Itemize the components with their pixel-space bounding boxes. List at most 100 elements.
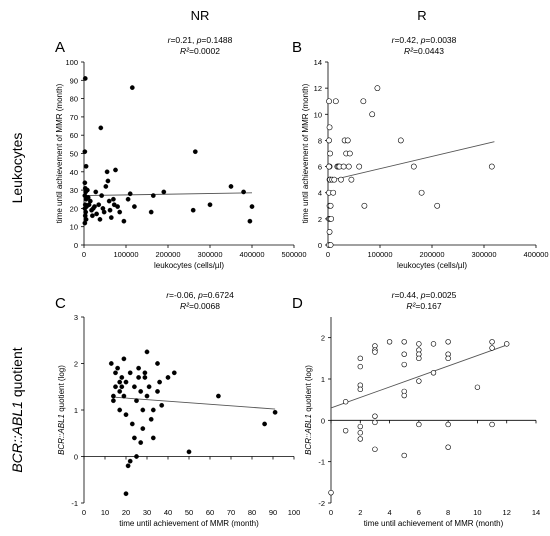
data-point — [171, 370, 177, 376]
x-tick-label: 10 — [473, 508, 481, 517]
x-tick-label: 400000 — [523, 250, 548, 259]
stats-r-squared: R²=0.0443 — [404, 46, 444, 56]
data-point — [108, 215, 114, 220]
data-point — [445, 355, 451, 362]
x-tick-label: 90 — [269, 508, 277, 517]
y-axis-label: time until achievement of MMR (month) — [301, 83, 310, 223]
data-point — [327, 202, 334, 209]
stats-correlation: r=0.42, p=0.0038 — [392, 35, 457, 45]
data-point — [445, 444, 451, 450]
data-point — [372, 446, 378, 452]
data-point — [326, 98, 332, 105]
data-point — [190, 207, 196, 213]
x-axis-label: leukocytes (cells/µl) — [397, 261, 467, 270]
data-point — [401, 392, 407, 399]
y-tick-label: 20 — [70, 204, 78, 213]
x-tick-label: 8 — [446, 508, 450, 517]
data-point — [192, 149, 198, 155]
data-point — [123, 412, 129, 417]
data-point — [504, 341, 510, 347]
y-tick-label: 4 — [318, 189, 322, 198]
x-tick-label: 30 — [143, 508, 151, 517]
data-point — [123, 491, 129, 497]
data-point — [272, 409, 278, 415]
data-point — [97, 217, 103, 222]
y-axis-label: time until achievement of MMR (month) — [55, 83, 64, 223]
panel-letter: B — [292, 39, 302, 56]
panel-letter: D — [292, 295, 303, 312]
trend-line — [83, 192, 253, 197]
data-point — [401, 361, 407, 368]
data-point — [83, 163, 89, 169]
x-tick-label: 6 — [417, 508, 421, 517]
data-point — [186, 449, 192, 455]
data-point — [357, 436, 363, 442]
data-point — [119, 384, 125, 390]
x-axis-label: time until achievement of MMR (month) — [119, 519, 259, 528]
data-point — [113, 167, 118, 173]
data-point — [96, 202, 102, 208]
y-tick-label: 60 — [70, 131, 78, 140]
data-point — [357, 386, 363, 393]
x-tick-label: 2 — [358, 508, 362, 517]
data-point — [82, 180, 88, 186]
data-point — [144, 349, 150, 355]
data-point — [369, 111, 376, 118]
data-point — [129, 421, 135, 427]
data-point — [418, 189, 425, 196]
y-tick-label: 6 — [318, 163, 322, 172]
y-tick-label: 3 — [74, 313, 78, 322]
panel-letter: A — [55, 39, 65, 56]
data-point — [140, 407, 146, 413]
data-point — [108, 361, 114, 366]
data-point — [356, 163, 363, 170]
data-point — [372, 349, 378, 355]
data-point — [111, 196, 116, 202]
data-point — [85, 195, 91, 200]
y-tick-label: 90 — [70, 76, 78, 85]
y-tick-label: 70 — [70, 113, 78, 122]
x-tick-label: 0 — [82, 250, 86, 259]
data-point — [357, 430, 363, 436]
data-point — [338, 176, 344, 183]
data-point — [346, 150, 353, 157]
data-point — [262, 421, 267, 427]
data-point — [326, 163, 332, 170]
data-point — [161, 189, 167, 195]
data-point — [372, 413, 378, 419]
x-tick-label: 300000 — [471, 250, 496, 259]
y-tick-label: 10 — [314, 110, 322, 119]
y-axis-label: BCR::ABL1 quotient (log) — [57, 365, 66, 455]
data-point — [401, 339, 407, 345]
data-point — [132, 384, 137, 390]
data-point — [345, 163, 352, 170]
data-point — [372, 419, 378, 426]
y-tick-label: 80 — [70, 95, 78, 104]
data-point — [445, 421, 451, 428]
data-point — [142, 375, 148, 380]
data-point — [328, 215, 335, 222]
x-tick-label: 200000 — [419, 250, 444, 259]
x-tick-label: 0 — [82, 508, 86, 517]
stats-r-squared: R²=0.0068 — [180, 301, 220, 311]
x-tick-label: 500000 — [281, 250, 306, 259]
data-point — [445, 339, 451, 345]
x-tick-label: 100 — [288, 508, 301, 517]
data-point — [125, 463, 131, 469]
data-point — [117, 209, 123, 215]
y-tick-label: 8 — [318, 136, 322, 145]
data-point — [136, 375, 141, 380]
trend-line — [111, 396, 276, 410]
y-tick-label: 40 — [70, 168, 78, 177]
stats-correlation: r=0.21, p=0.1488 — [168, 35, 233, 45]
data-point — [146, 384, 152, 390]
stats-r-squared: R²=0.0002 — [180, 46, 220, 56]
data-point — [82, 149, 88, 155]
data-point — [142, 370, 148, 376]
data-point — [148, 416, 154, 422]
data-point — [138, 440, 144, 445]
data-point — [82, 76, 88, 81]
data-point — [117, 379, 123, 385]
